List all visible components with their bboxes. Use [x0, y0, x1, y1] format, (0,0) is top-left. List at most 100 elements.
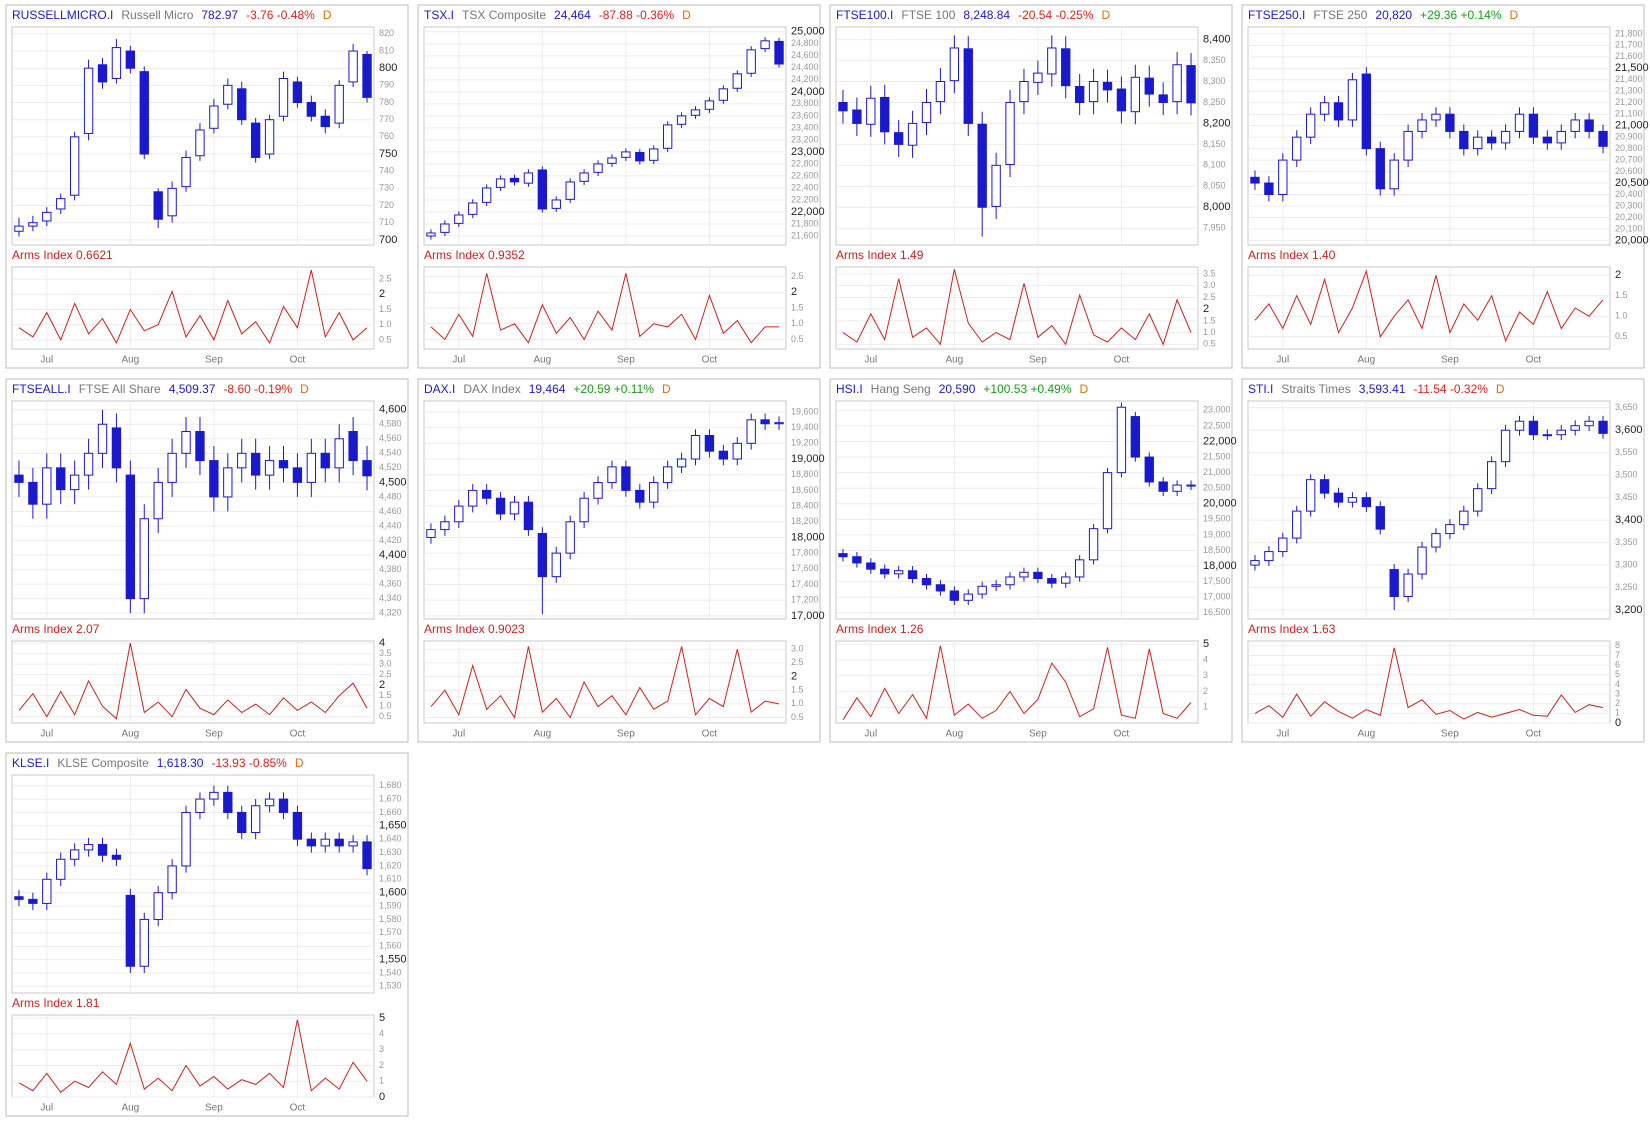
candle-body [1102, 81, 1113, 91]
x-tick-label: Oct [1114, 729, 1130, 740]
candle-body [362, 53, 372, 98]
y-tick-label: 3.5 [1203, 268, 1216, 278]
candle-body [468, 202, 478, 215]
index-name: DAX Index [463, 382, 520, 396]
candle-body [83, 67, 94, 134]
candle-body [454, 214, 464, 224]
x-tick-label: Sep [205, 355, 223, 366]
y-tick-label: 1.5 [791, 685, 804, 695]
y-tick-label: 2.5 [791, 271, 804, 281]
candle-body [278, 460, 289, 469]
candle-body [537, 169, 548, 210]
candle-body [1088, 528, 1099, 561]
y-tick-label: 20,900 [1615, 132, 1643, 142]
candle-body [907, 122, 918, 146]
candle-body [732, 73, 742, 89]
candle-body [1172, 64, 1182, 103]
y-tick-label: 1.0 [1615, 311, 1628, 321]
y-tick-label: 21,800 [791, 218, 819, 228]
y-tick-label: 21,600 [791, 230, 819, 240]
candle-body [97, 423, 108, 454]
candle-body [209, 791, 219, 800]
y-tick-label: 3.0 [1203, 280, 1216, 290]
x-tick-label: Aug [945, 729, 963, 740]
candle-body [1500, 130, 1511, 144]
last-price: 4,509.37 [169, 382, 216, 396]
last-price: 8,248.84 [963, 8, 1010, 22]
y-tick-label: 8,050 [1203, 181, 1226, 191]
y-tick-label: 1.5 [1203, 315, 1216, 325]
y-tick-label: 3,350 [1615, 537, 1638, 547]
indicator-title: Arms Index 1.63 [1248, 622, 1336, 636]
y-tick-label: 2 [379, 1060, 384, 1070]
candle-body [565, 181, 575, 200]
symbol: STI.I [1248, 382, 1273, 396]
chart-header: HSI.I Hang Seng 20,590 +100.53 +0.49% D [836, 382, 1089, 396]
last-price: 24,464 [554, 8, 591, 22]
candle-body [1033, 571, 1043, 580]
candle-body [893, 132, 904, 145]
candle-body [1116, 406, 1127, 474]
candle-body [125, 50, 136, 69]
y-tick-label: 16,500 [1203, 607, 1231, 617]
candle-body [523, 501, 534, 531]
y-tick-label: 21,100 [1615, 109, 1643, 119]
candle-body [921, 101, 932, 124]
y-tick-label: 1,610 [379, 874, 402, 884]
candle-body [1061, 48, 1071, 87]
candle-body [977, 585, 987, 595]
y-tick-label: 4,340 [379, 593, 402, 603]
indicator-title: Arms Index 1.49 [836, 248, 924, 262]
y-tick-label: 0.5 [791, 334, 804, 344]
symbol: RUSSELLMICRO.I [12, 8, 113, 22]
last-price: 1,618.30 [157, 756, 204, 770]
candle-body [746, 419, 756, 444]
candle-body [362, 841, 372, 870]
candle-body [1116, 88, 1127, 112]
candle-body [649, 482, 659, 503]
candle-body [292, 467, 303, 483]
y-tick-label: 20,400 [1615, 189, 1643, 199]
candle-body [718, 450, 729, 460]
x-tick-label: Aug [121, 355, 139, 366]
candle-body [1130, 416, 1141, 458]
candle-body [1061, 576, 1071, 584]
y-tick-label: 1,600 [379, 887, 407, 899]
candle-body [306, 452, 317, 483]
candle-body [237, 452, 247, 469]
y-tick-label: 21,000 [1203, 467, 1231, 477]
candle-body [14, 474, 24, 483]
plot-area [423, 400, 787, 620]
candle-body [1473, 136, 1483, 150]
x-tick-label: Sep [1441, 355, 1459, 366]
candle-body [1333, 492, 1344, 503]
change: -3.76 -0.48% [246, 8, 315, 22]
y-tick-label: 3,200 [1615, 604, 1643, 616]
interval: D [1510, 8, 1519, 22]
candle-body [760, 419, 770, 425]
candle-body [551, 552, 561, 578]
candle-body [1500, 429, 1511, 463]
y-tick-label: 19,500 [1203, 514, 1231, 524]
y-tick-label: 17,200 [791, 595, 819, 605]
x-tick-label: Jul [40, 355, 53, 366]
candle-body [28, 481, 38, 505]
candle-body [1319, 479, 1330, 494]
indicator-area [1247, 640, 1611, 724]
y-tick-label: 780 [379, 97, 394, 107]
y-tick-label: 4,560 [379, 433, 402, 443]
y-tick-label: 4,500 [379, 476, 407, 488]
candle-body [111, 854, 122, 860]
y-tick-label: 770 [379, 114, 394, 124]
x-tick-label: Jul [452, 729, 465, 740]
index-name: Straits Times [1281, 382, 1350, 396]
y-tick-label: 7,950 [1203, 223, 1226, 233]
y-tick-label: 4,540 [379, 448, 402, 458]
y-tick-label: 810 [379, 45, 394, 55]
candle-body [676, 458, 687, 468]
candle-body [440, 223, 450, 233]
indicator-line [18, 643, 368, 720]
candle-body [607, 157, 617, 164]
y-tick-label: 750 [379, 148, 397, 160]
